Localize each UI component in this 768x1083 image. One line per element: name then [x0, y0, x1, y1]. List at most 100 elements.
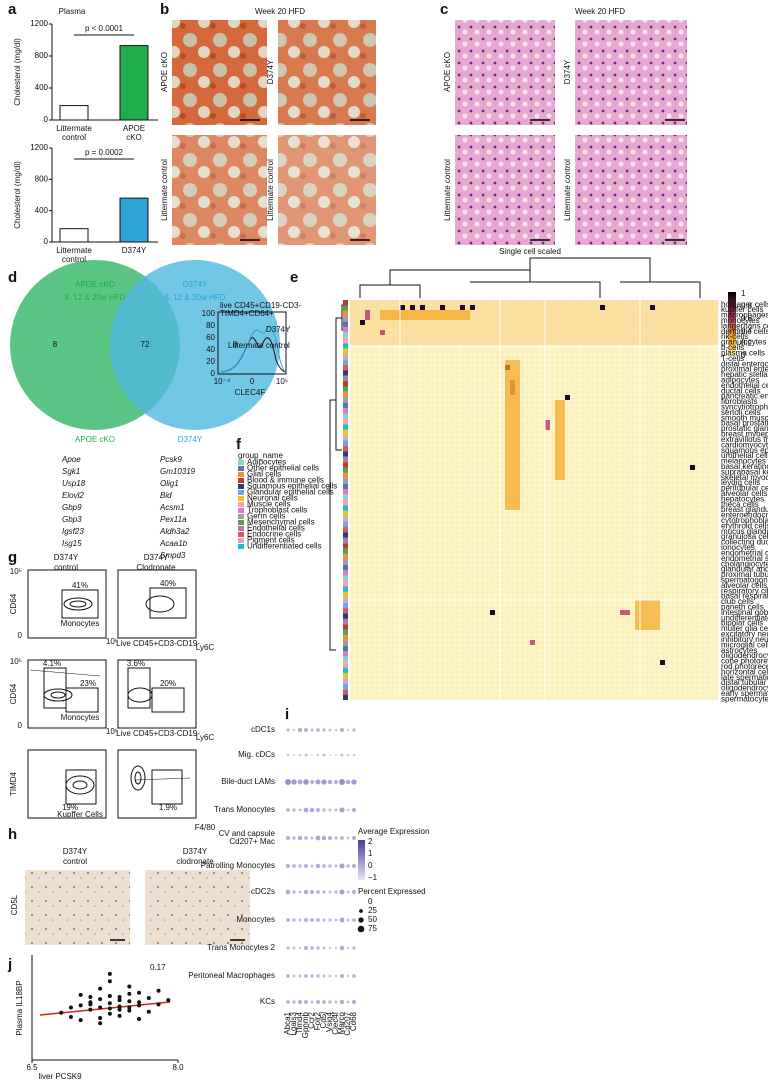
label: CD5L: [10, 894, 19, 915]
tick: 10⁵: [10, 657, 22, 666]
dot: [292, 946, 296, 950]
row-group: [343, 429, 348, 436]
dot: [334, 836, 338, 840]
row-label: endothelial cells: [721, 381, 768, 390]
label: TIMD4+CD64+: [220, 309, 274, 318]
colorbar-label: 0.6: [741, 314, 753, 323]
row-label: macrophages: [721, 311, 768, 320]
label: group_name: [238, 451, 283, 460]
y-tick-label: 40: [206, 345, 215, 354]
row-group: [343, 316, 348, 322]
gene-label: Lgals3: [289, 1011, 298, 1035]
gate-label: 3.6%: [127, 659, 145, 668]
row-label: cone photoreceptor cells: [721, 657, 768, 666]
dot: [310, 946, 314, 950]
row-label: spermatogonia: [721, 575, 768, 584]
gene: Aldh3a2: [159, 527, 190, 536]
dot: [293, 754, 295, 756]
row-group: [343, 586, 348, 592]
row-group: [343, 483, 348, 490]
label: Single cell scaled: [499, 247, 561, 256]
row-label: muller glia cells: [721, 624, 768, 633]
y-tick-label: 800: [35, 174, 49, 183]
legend-swatch: [238, 484, 244, 489]
dot: [297, 779, 303, 785]
gene: Olig1: [160, 479, 179, 488]
label: live CD45+CD19-CD3-: [220, 301, 301, 310]
dot: [316, 974, 320, 978]
point: [98, 1016, 103, 1020]
row-label: horizontal cells: [721, 667, 768, 676]
row-label: erythroid cells: [721, 521, 768, 530]
row-label: granulocytes: [721, 338, 766, 347]
dot: [345, 779, 351, 785]
row-group: [343, 435, 348, 441]
row-group: [343, 478, 348, 484]
legend-swatch: [238, 460, 244, 465]
point: [146, 996, 151, 1001]
row-label: endometrial ciliated cells: [721, 548, 768, 557]
dot: [286, 918, 290, 922]
y-tick-label: 0: [44, 115, 49, 124]
row-group: [343, 683, 348, 690]
gene: Smpd3: [160, 551, 186, 560]
dot: [310, 1000, 314, 1004]
venn-count: 8: [53, 340, 58, 349]
point: [117, 998, 122, 1003]
dot: [285, 835, 291, 841]
row-label: theca cells: [721, 500, 759, 509]
dot: [321, 779, 327, 785]
tick: 10⁶: [106, 727, 118, 736]
y-tick-label: 20: [206, 357, 215, 366]
x-tick-label: APOE cKO: [123, 124, 145, 142]
gene-label: Vsig4: [325, 1011, 334, 1032]
tick: 25: [368, 906, 377, 915]
row-label: squamous epithelial cells: [721, 446, 768, 455]
legend-swatch: [238, 466, 244, 471]
column-header: control: [63, 857, 87, 866]
row-group: [343, 472, 348, 479]
row-label: cytotrophoblasts: [721, 516, 768, 525]
y-tick-label: 400: [35, 83, 49, 92]
row-group: [343, 694, 348, 700]
legend-dot: [359, 909, 363, 913]
row-label: ionocytes: [721, 543, 755, 552]
row-label: rod photoreceptor cells: [721, 662, 768, 671]
bar: [119, 45, 149, 121]
row-label: sertoli cells: [721, 408, 761, 417]
gene-label: Timd4: [295, 1011, 304, 1033]
row-color-bar: [343, 300, 348, 700]
label: APOE cKO: [75, 280, 115, 289]
row-label: skeletal myocytes: [721, 473, 768, 482]
legend-label: Trophoblast cells: [247, 506, 307, 515]
dot: [298, 946, 302, 950]
row-group: [343, 505, 348, 511]
row-group: [343, 343, 348, 349]
gene: Pcsk9: [160, 455, 182, 464]
tick: 0: [368, 861, 373, 870]
gate-label: 20%: [160, 679, 176, 688]
label: Percent Expressed: [358, 887, 426, 896]
row-group: [343, 667, 348, 673]
column-header: clodronate: [176, 857, 214, 866]
row-group: [343, 516, 348, 522]
row-group: [343, 570, 348, 576]
row-label: basal prostatic cells: [721, 419, 768, 428]
row-group: [343, 397, 348, 403]
row-group: [343, 543, 348, 549]
row-group: [343, 494, 348, 500]
point: [117, 1004, 122, 1009]
dot: [346, 728, 350, 732]
x-tick-label: Littermate control: [56, 124, 92, 142]
dot: [304, 753, 308, 757]
row-group: [343, 402, 348, 409]
dot: [310, 918, 314, 922]
point: [68, 1005, 73, 1010]
dot: [351, 889, 357, 895]
tick: 0: [18, 631, 23, 640]
legend-swatch: [238, 508, 244, 513]
row-group: [343, 527, 348, 533]
dot: [304, 974, 308, 978]
gene-label: Folr2: [313, 1011, 322, 1030]
y-tick-label: 80: [206, 321, 215, 330]
